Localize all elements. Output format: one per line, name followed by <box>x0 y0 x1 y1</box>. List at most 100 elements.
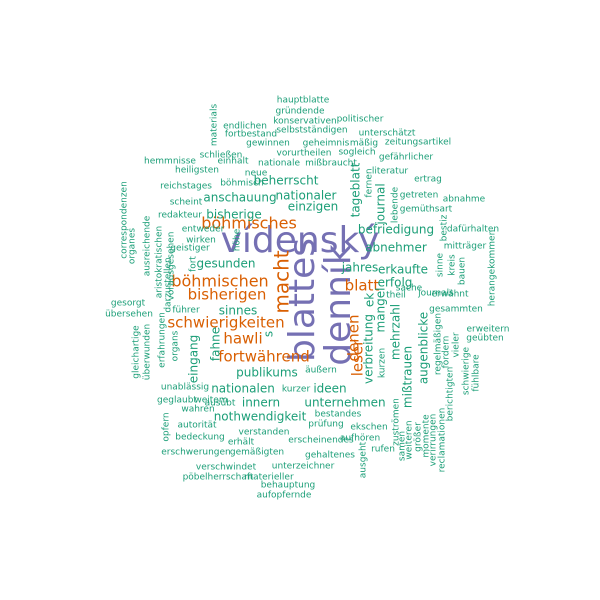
word-organs: organs <box>171 330 181 361</box>
word-mehrzahl: mehrzahl <box>389 304 403 360</box>
word-einzigen: einzigen <box>288 200 339 214</box>
word-bohmischen: böhmischen <box>171 272 268 291</box>
word-jahres: jahres <box>341 261 379 275</box>
word-sinne: sinne <box>436 252 446 277</box>
word-geubten: geübten <box>466 334 503 344</box>
word-dennik: denník <box>318 244 359 366</box>
word-pobelherrschaft: pöbelherrschaft <box>183 473 254 483</box>
word-blatt: blatt <box>345 277 380 295</box>
word-kreis: kreis <box>448 254 458 276</box>
word-berichtigten: berichtigten <box>446 367 456 422</box>
word-geglaubt: geglaubt <box>157 396 197 406</box>
word-erhalt: erhält <box>228 438 255 448</box>
word-sinnes: sinnes <box>219 304 257 318</box>
word-mangel: mangel <box>374 288 388 333</box>
word-scheint: scheint <box>170 198 203 208</box>
word-correspondenzen: correspondenzen <box>120 181 130 259</box>
word-journals: journals <box>417 289 454 299</box>
word-vorausgesehen: vorausgesehen <box>167 232 177 301</box>
word-missbraucht: mißbraucht <box>305 159 357 169</box>
word-verstanden: verstanden <box>239 428 290 438</box>
word-zustromen: zuströmen <box>392 398 402 446</box>
word-leser: leser <box>349 339 367 376</box>
word-bisherige: bisherige <box>206 208 261 222</box>
word-behauptung: behauptung <box>261 481 316 491</box>
word-denen: denen <box>345 315 363 362</box>
word-grundende: gründende <box>275 107 324 117</box>
word-momente: momente <box>422 414 432 458</box>
word-gesorgt: gesorgt <box>111 299 146 309</box>
word-bestiz: bestiz <box>440 214 450 241</box>
word-redakteur: redakteur <box>158 211 202 221</box>
word-abnehmer: abnehmer <box>365 241 427 255</box>
word-s: s <box>262 331 276 337</box>
word-vieler: vieler <box>452 332 462 357</box>
word-ekschen: ekschen <box>350 423 387 433</box>
word-grosser: größer <box>414 422 424 452</box>
word-eingang: eingang <box>187 335 201 384</box>
word-augenblicke: augenblicke <box>417 312 431 384</box>
word-theil: theil <box>386 291 406 301</box>
word-fort: fort <box>189 256 199 272</box>
word-aristokratischen: aristokratischen <box>155 226 165 298</box>
word-ausubt: ausübt <box>205 399 236 409</box>
word-schliessen: schließen <box>200 151 243 161</box>
word-bauen: bauen <box>458 257 468 285</box>
word-entweder: entweder <box>182 225 225 235</box>
word-ek: ek <box>363 293 377 307</box>
word-uberwunden: überwunden <box>143 324 153 380</box>
word-fordern: fordern <box>442 336 452 369</box>
word-verirrungen: verirrungen <box>429 414 439 467</box>
word-erfahrungen: erfahrungen <box>158 312 168 368</box>
word-weiteren: weiteren <box>405 420 415 459</box>
word-bedeckung: bedeckung <box>175 433 225 443</box>
word-gemuthsart: gemüthsart <box>400 205 453 215</box>
word-gesammten: gesammten <box>429 305 483 315</box>
word-ideen: ideen <box>313 382 346 396</box>
word-publikums: publikums <box>236 366 298 380</box>
word-nationalen: nationalen <box>211 382 275 396</box>
word-schwierigkeiten: schwierigkeiten <box>167 314 284 332</box>
word-schwierige: schwierige <box>462 346 472 395</box>
word-weitem: weitem <box>194 396 227 406</box>
word-hauptblatte: hauptblatte <box>277 96 330 106</box>
word-gemassigten: gemäßigten <box>230 448 284 458</box>
word-gleichartige: gleichartige <box>132 325 142 379</box>
word-darzustellen: darzustellen <box>164 257 174 312</box>
word-herangekommen: herangekommen <box>488 230 498 307</box>
word-aussern: äußern <box>305 366 337 376</box>
word-hohe: höhe <box>233 228 243 251</box>
word-beherrscht: beherrscht <box>254 174 319 188</box>
word-fernen: fernen <box>365 168 375 197</box>
word-materieller: materieller <box>244 473 294 483</box>
word-selbststandigen: selbstständigen <box>276 126 347 136</box>
word-nothwendigkeit: nothwendigkeit <box>214 410 307 424</box>
word-neue: neue <box>245 169 268 179</box>
word-aufhoren: aufhören <box>340 434 380 444</box>
word-zeitungsartikel: zeitungsartikel <box>385 138 451 148</box>
word-blattes: blattes <box>282 238 323 362</box>
word-reclamationen: reclamationen <box>438 408 448 473</box>
word-einhalt: einhalt <box>218 157 249 167</box>
word-erschwerungen: erschwerungen <box>161 448 231 458</box>
word-gefahrlicher: gefährlicher <box>379 153 434 163</box>
word-endlichen: endlichen <box>223 122 267 132</box>
word-gesunden: gesunden <box>196 257 255 271</box>
word-bohmisches: böhmisches <box>201 214 297 233</box>
word-massig: mäßig <box>350 139 378 149</box>
word-prufung: prüfung <box>308 420 343 430</box>
word-erweitern: erweitern <box>467 325 510 335</box>
word-wirken: wirken <box>186 236 216 246</box>
word-verbreitung: verbreitung <box>362 314 376 384</box>
word-verschwindet: verschwindet <box>196 463 257 473</box>
word-regelmassigen: regelmäßigen <box>434 313 444 375</box>
word-sogleich: sogleich <box>338 148 375 158</box>
word-abnahme: abnahme <box>443 195 486 205</box>
word-fuhrer: führer <box>172 306 200 316</box>
word-dafurhalten: dafürhalten <box>447 225 499 235</box>
word-getreten: getreten <box>400 191 439 201</box>
word-kurzen: kurzen <box>378 348 388 378</box>
word-erwahnt: erwähnt <box>431 290 469 300</box>
